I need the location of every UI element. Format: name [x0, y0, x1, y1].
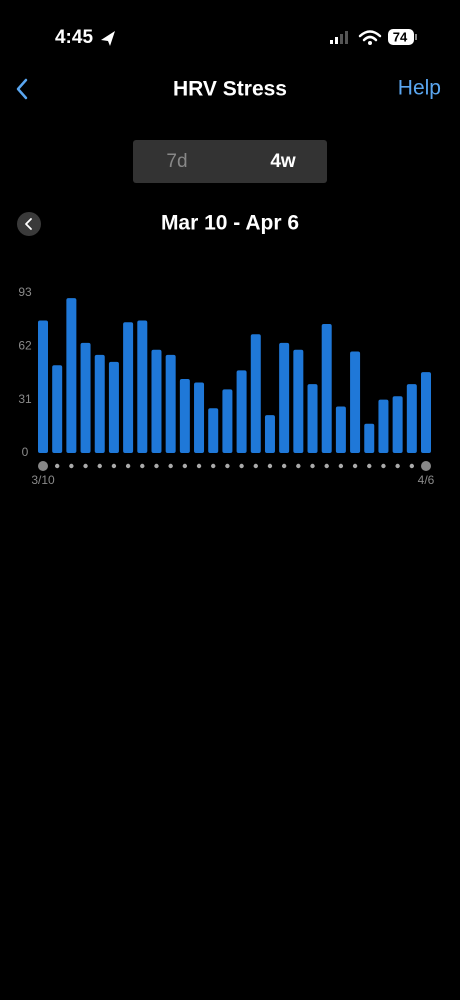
prev-range-button[interactable]	[17, 212, 41, 236]
battery-level: 74	[393, 29, 408, 44]
day-dot	[225, 463, 230, 469]
day-dot	[239, 463, 244, 469]
day-dot	[253, 463, 258, 469]
bar	[406, 384, 417, 453]
day-dot	[111, 463, 117, 469]
day-dot	[97, 463, 102, 469]
day-dot	[409, 463, 415, 469]
day-dot	[324, 463, 329, 469]
bar	[279, 342, 290, 453]
day-dot	[83, 463, 88, 469]
bar	[236, 370, 247, 453]
prev-icon	[25, 218, 32, 230]
chart: 0 31 62 93 3/10 4/6	[18, 285, 434, 487]
signal-icon	[330, 31, 348, 44]
bar	[250, 334, 261, 453]
location-icon	[101, 31, 115, 46]
day-dot	[381, 463, 386, 469]
tab-bar	[133, 140, 327, 183]
help-link[interactable]: Help	[398, 77, 441, 100]
day-dot	[267, 463, 273, 469]
header-title: HRV Stress	[173, 78, 287, 101]
bar	[392, 396, 403, 453]
bar	[151, 349, 162, 453]
day-dot	[38, 461, 48, 471]
y-tick-label: 93	[18, 285, 32, 299]
bar	[264, 415, 275, 453]
bar	[179, 379, 190, 453]
day-dot	[367, 463, 372, 469]
day-dot	[421, 461, 431, 471]
back-button[interactable]	[16, 78, 28, 100]
day-dot	[310, 463, 315, 469]
day-dot	[338, 463, 344, 469]
bar	[321, 323, 332, 453]
day-dot	[281, 463, 287, 469]
day-dot	[140, 463, 145, 469]
bar	[421, 372, 431, 453]
day-dot	[168, 463, 173, 469]
bar	[108, 361, 119, 453]
bar	[293, 349, 304, 453]
day-dot	[125, 463, 131, 469]
day-dot	[352, 463, 358, 469]
wifi-dot	[368, 41, 372, 45]
bar	[208, 408, 219, 453]
bar	[335, 406, 346, 453]
bar	[123, 322, 134, 453]
bar	[137, 320, 148, 453]
y-tick-label: 31	[18, 392, 32, 406]
day-dot	[69, 463, 74, 469]
y-tick-label: 0	[22, 445, 29, 459]
day-dot	[296, 463, 301, 469]
tab-active[interactable]: 4w	[270, 151, 296, 172]
wifi-icon	[358, 30, 382, 42]
y-tick-label: 62	[18, 339, 32, 353]
day-dot	[182, 463, 188, 469]
battery-icon	[388, 29, 414, 45]
day-dot	[154, 463, 159, 469]
bar	[38, 320, 48, 453]
x-tick-label: 3/10	[31, 473, 55, 487]
bar	[66, 298, 77, 453]
day-dot	[196, 463, 202, 469]
tab[interactable]: 7d	[166, 151, 187, 172]
bar	[364, 423, 375, 453]
bar	[222, 389, 233, 453]
bar	[378, 399, 389, 453]
bar	[194, 382, 205, 453]
bar	[350, 351, 361, 453]
day-dot	[211, 463, 216, 469]
bar	[307, 384, 318, 453]
bar	[94, 354, 105, 453]
bar	[80, 342, 91, 453]
bar	[165, 354, 176, 453]
day-dot	[54, 463, 60, 469]
battery-tip	[415, 34, 417, 40]
status-time: 4:45	[55, 27, 93, 48]
date-range: Mar 10 - Apr 6	[161, 212, 299, 235]
day-dot	[395, 463, 400, 469]
bar	[52, 365, 63, 453]
x-tick-label: 4/6	[418, 473, 435, 487]
